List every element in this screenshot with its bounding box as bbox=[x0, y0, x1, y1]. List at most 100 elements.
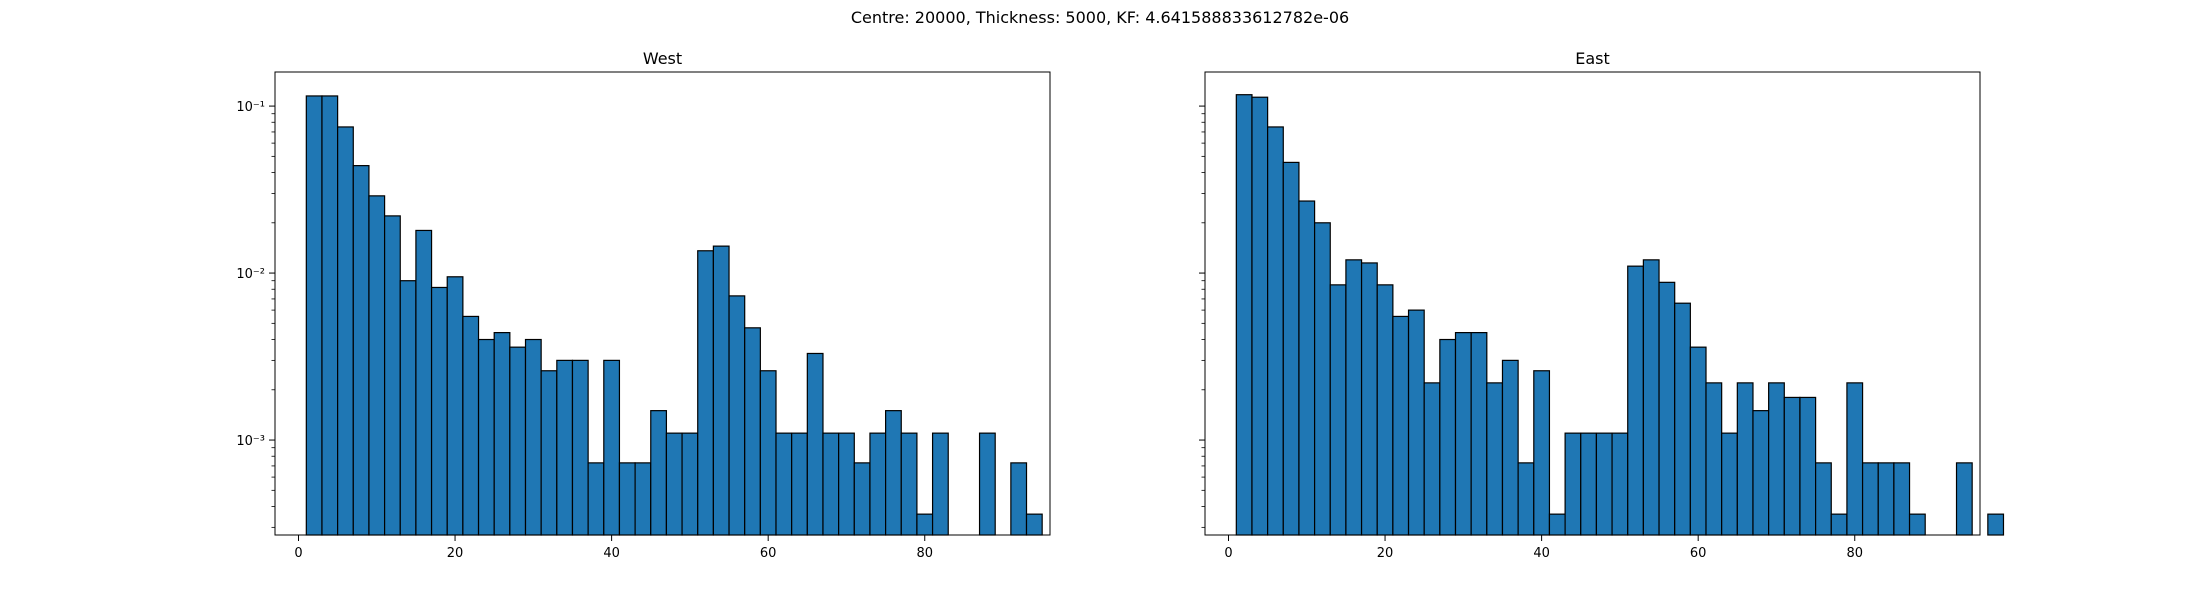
west-bar bbox=[665, 432, 683, 536]
east-bar bbox=[1454, 332, 1472, 536]
east-bar bbox=[1721, 432, 1738, 536]
east-bar bbox=[1470, 332, 1488, 536]
west-title: West bbox=[643, 49, 682, 68]
west-axes-frame bbox=[274, 71, 1051, 536]
west-bar bbox=[509, 346, 527, 536]
east-bar bbox=[1705, 382, 1723, 536]
west-bar bbox=[399, 280, 417, 536]
east-bars bbox=[1235, 94, 2005, 536]
east-bar bbox=[1267, 126, 1284, 536]
west-bar bbox=[634, 462, 652, 536]
east-bar bbox=[1235, 94, 1253, 536]
west-bar bbox=[477, 338, 495, 536]
west-bar bbox=[744, 327, 761, 536]
west-bar bbox=[853, 462, 871, 536]
west-y-tick-label: 10⁻² bbox=[236, 267, 265, 282]
figure-suptitle: Centre: 20000, Thickness: 5000, KF: 4.64… bbox=[850, 8, 1350, 27]
east-bar bbox=[1893, 462, 1911, 536]
east-bar bbox=[1830, 513, 1848, 536]
west-bars bbox=[305, 95, 1043, 536]
west-bar bbox=[305, 95, 323, 536]
west-y-tick-label: 10⁻³ bbox=[236, 434, 265, 449]
west-histogram-panel: West 0 20 40 60 80 10⁻³ 10⁻² 10⁻¹ bbox=[236, 49, 1051, 561]
west-bar bbox=[462, 315, 480, 536]
west-bar bbox=[321, 95, 339, 536]
east-bar bbox=[1580, 432, 1598, 536]
east-bar bbox=[1376, 284, 1394, 536]
east-bar bbox=[1987, 513, 2005, 536]
east-bar bbox=[1877, 462, 1895, 536]
west-bar bbox=[681, 432, 699, 536]
west-y-tick-label: 10⁻¹ bbox=[236, 100, 265, 115]
east-bar bbox=[1439, 338, 1457, 536]
east-bar bbox=[1736, 382, 1754, 536]
west-bar bbox=[540, 370, 558, 536]
west-bar bbox=[806, 352, 824, 536]
west-bar bbox=[368, 195, 386, 536]
east-bar bbox=[1908, 513, 1926, 536]
east-bar bbox=[1360, 262, 1378, 536]
east-bar bbox=[1752, 410, 1770, 536]
west-bar bbox=[603, 359, 621, 536]
east-bar bbox=[1251, 96, 1269, 536]
east-x-tick-label: 60 bbox=[1690, 546, 1707, 561]
west-bar bbox=[430, 286, 448, 536]
east-bar bbox=[1313, 222, 1331, 536]
west-bar bbox=[650, 410, 668, 536]
west-bar bbox=[885, 410, 902, 536]
east-bar bbox=[1564, 432, 1582, 536]
west-bar bbox=[493, 332, 511, 536]
east-bar bbox=[1799, 396, 1817, 536]
west-bar bbox=[571, 359, 589, 536]
east-axes-frame bbox=[1204, 71, 1981, 536]
east-bar bbox=[1689, 346, 1707, 536]
east-bar bbox=[1486, 382, 1504, 536]
west-bar bbox=[900, 432, 918, 536]
west-bar bbox=[337, 126, 354, 536]
west-bar bbox=[822, 432, 840, 536]
east-bar bbox=[1517, 462, 1535, 536]
west-bar bbox=[838, 432, 855, 536]
east-bar bbox=[1627, 265, 1644, 536]
east-bar bbox=[1423, 382, 1441, 536]
east-bar bbox=[1407, 309, 1425, 536]
east-bar bbox=[1298, 200, 1316, 536]
west-x-tick-label: 80 bbox=[916, 546, 933, 561]
east-bar bbox=[1815, 462, 1832, 536]
west-bar bbox=[869, 432, 887, 536]
west-bar bbox=[1025, 513, 1043, 536]
east-bar bbox=[1955, 462, 1973, 536]
east-bar bbox=[1674, 302, 1691, 536]
east-x-tick-label: 40 bbox=[1533, 546, 1550, 561]
west-bar bbox=[978, 432, 996, 536]
east-bar bbox=[1345, 259, 1363, 536]
east-x-tick-label: 80 bbox=[1846, 546, 1863, 561]
east-bar bbox=[1392, 315, 1410, 536]
east-bar bbox=[1768, 382, 1785, 536]
east-bar bbox=[1548, 513, 1566, 536]
west-bar bbox=[1010, 462, 1028, 536]
east-bar bbox=[1595, 432, 1613, 536]
west-bar bbox=[618, 462, 636, 536]
west-bar bbox=[931, 432, 949, 536]
east-bar bbox=[1658, 281, 1676, 536]
west-x-tick-label: 40 bbox=[603, 546, 620, 561]
west-bar bbox=[415, 229, 433, 536]
west-bar bbox=[775, 432, 793, 536]
west-bar bbox=[728, 295, 746, 536]
east-bar bbox=[1642, 259, 1660, 536]
east-bar bbox=[1329, 284, 1347, 536]
west-x-tick-label: 20 bbox=[447, 546, 464, 561]
east-bar bbox=[1533, 370, 1551, 536]
east-x-tick-label: 20 bbox=[1377, 546, 1394, 561]
east-x-tick-label: 0 bbox=[1224, 546, 1232, 561]
east-bar bbox=[1846, 382, 1864, 536]
east-bar bbox=[1282, 161, 1300, 536]
west-x-tick-label: 0 bbox=[294, 546, 302, 561]
west-x-tick-label: 60 bbox=[760, 546, 777, 561]
west-bar bbox=[712, 245, 730, 536]
west-bar bbox=[383, 215, 401, 536]
west-bar bbox=[556, 359, 574, 536]
west-bar bbox=[524, 338, 542, 536]
